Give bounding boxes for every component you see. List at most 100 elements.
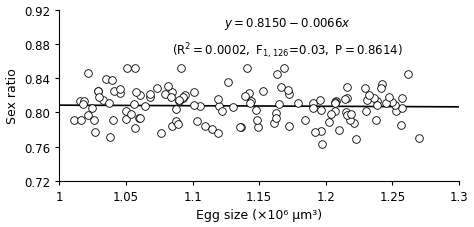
Point [173, 120, 180, 124]
Point [99, 99, 107, 103]
Point [91, 119, 98, 122]
Point [309, 106, 317, 110]
Point [201, 125, 209, 128]
Point [208, 128, 216, 132]
Point [373, 99, 381, 103]
Point [246, 102, 254, 105]
Point [95, 95, 102, 99]
Point [281, 67, 288, 70]
Point [404, 73, 412, 77]
Point [382, 101, 390, 105]
Point [362, 110, 370, 113]
Point [81, 100, 88, 104]
Point [317, 99, 324, 103]
Point [168, 91, 176, 94]
Point [131, 103, 138, 107]
Point [146, 93, 154, 96]
Point [399, 107, 406, 110]
Point [392, 104, 399, 108]
Point [84, 114, 92, 117]
Point [167, 96, 175, 99]
Point [301, 118, 309, 122]
Point [318, 129, 325, 133]
Point [317, 109, 324, 112]
Point [174, 123, 182, 126]
Point [124, 67, 131, 70]
Point [344, 97, 351, 101]
Point [331, 100, 338, 104]
Point [154, 86, 161, 90]
Point [328, 113, 335, 116]
Point [237, 126, 244, 130]
Point [397, 123, 405, 127]
Point [332, 100, 340, 104]
Point [175, 100, 182, 104]
Point [177, 67, 184, 70]
Point [76, 100, 83, 103]
Point [246, 91, 253, 95]
Point [260, 90, 267, 94]
Point [77, 119, 85, 123]
Point [196, 104, 204, 108]
Point [343, 113, 351, 117]
Point [273, 73, 281, 76]
Point [346, 119, 354, 123]
Point [164, 85, 172, 88]
Point [116, 91, 124, 95]
Text: $(\mathrm{R}^2 = 0.0002,\ \mathrm{F}_{1,126}\!=\!0.03,\ \mathrm{P} = 0.8614)$: $(\mathrm{R}^2 = 0.0002,\ \mathrm{F}_{1,… [172, 41, 402, 61]
Point [190, 91, 198, 95]
Point [127, 113, 134, 116]
Point [229, 106, 237, 109]
Point [374, 104, 381, 107]
Point [385, 96, 392, 99]
Point [122, 118, 129, 121]
Point [71, 119, 78, 123]
Point [388, 101, 396, 105]
Point [242, 95, 249, 99]
Point [94, 90, 101, 94]
Point [132, 127, 139, 130]
Point [224, 81, 231, 84]
Point [270, 122, 278, 125]
Point [216, 105, 223, 109]
Point [181, 94, 189, 97]
Point [219, 110, 226, 114]
X-axis label: Egg size (×10⁶ μm³): Egg size (×10⁶ μm³) [196, 209, 322, 222]
Point [214, 98, 222, 102]
Point [179, 96, 187, 100]
Point [131, 67, 139, 70]
Point [132, 91, 140, 95]
Point [272, 112, 280, 116]
Point [350, 122, 358, 125]
Point [255, 126, 262, 129]
Point [285, 93, 293, 96]
Point [94, 90, 102, 94]
Point [415, 137, 423, 140]
Point [84, 72, 92, 76]
Point [377, 87, 385, 90]
Point [361, 86, 369, 90]
Point [244, 67, 251, 71]
Point [80, 103, 87, 107]
Point [91, 131, 99, 134]
Point [331, 109, 339, 113]
Point [370, 97, 378, 101]
Point [117, 88, 124, 91]
Text: $y = 0.8150 - 0.0066x$: $y = 0.8150 - 0.0066x$ [224, 16, 351, 32]
Y-axis label: Sex ratio: Sex ratio [6, 68, 18, 123]
Point [106, 101, 113, 105]
Point [372, 118, 380, 122]
Point [253, 119, 261, 122]
Point [294, 102, 301, 105]
Point [179, 96, 187, 100]
Point [247, 99, 255, 103]
Point [285, 124, 292, 128]
Point [108, 79, 116, 83]
Point [137, 117, 144, 121]
Point [341, 98, 349, 102]
Point [191, 104, 198, 108]
Point [318, 143, 326, 146]
Point [168, 124, 175, 128]
Point [176, 98, 183, 102]
Point [311, 131, 319, 134]
